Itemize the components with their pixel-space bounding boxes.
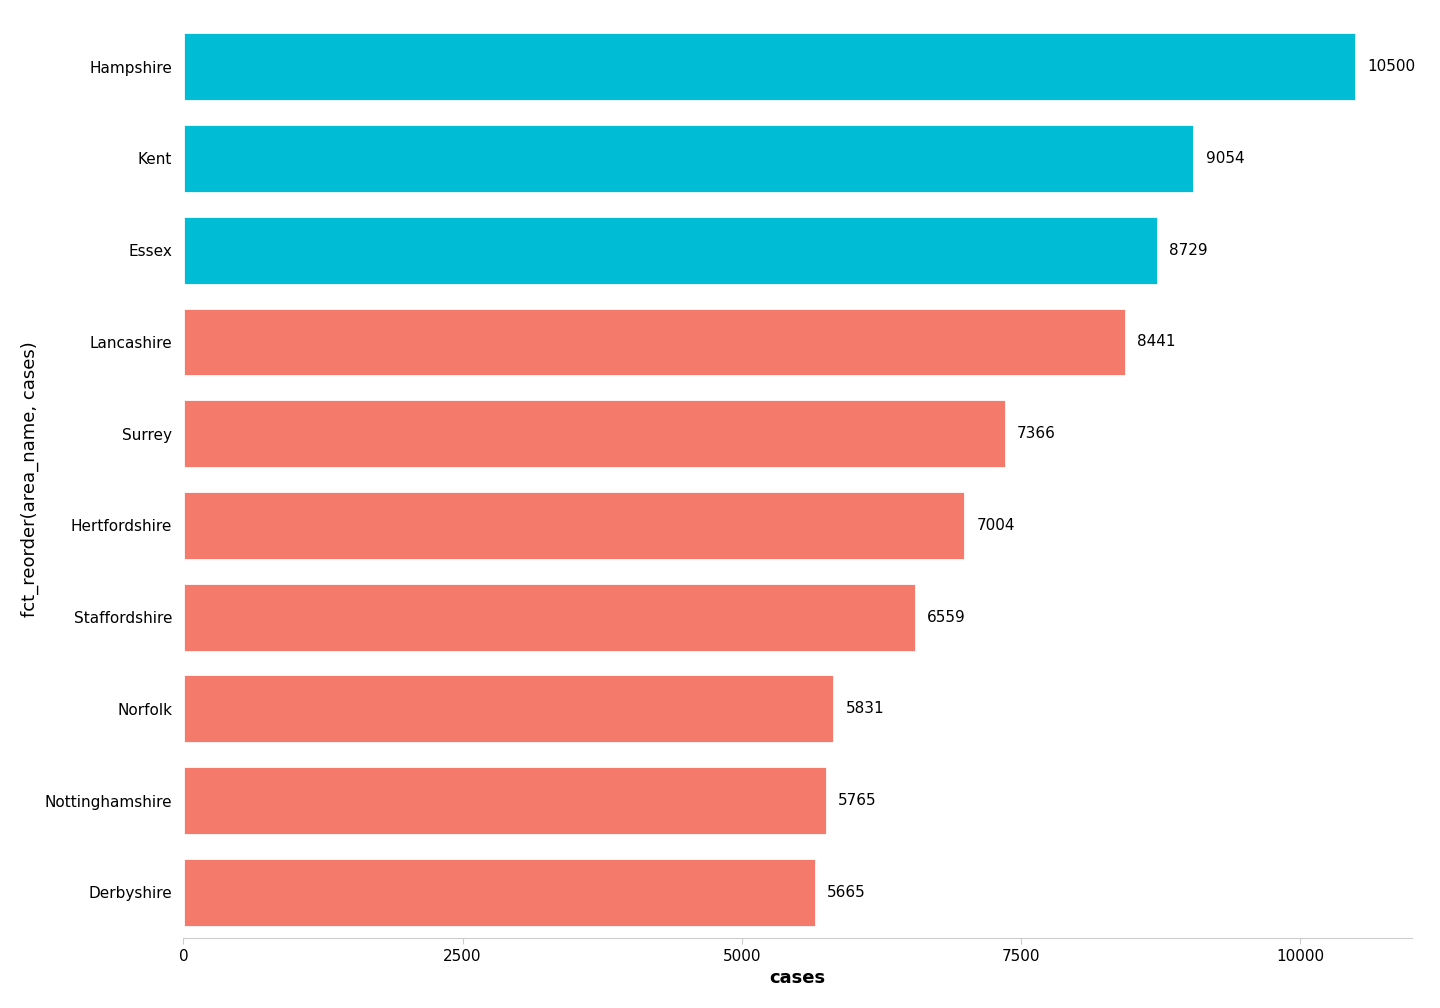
Bar: [183, 32, 1356, 101]
Text: 9054: 9054: [1205, 151, 1244, 166]
Bar: [183, 216, 1158, 284]
Text: 7004: 7004: [976, 518, 1015, 533]
Text: 5665: 5665: [827, 885, 865, 900]
Text: 6559: 6559: [927, 610, 966, 625]
Text: 8441: 8441: [1138, 335, 1175, 350]
Text: 8729: 8729: [1169, 243, 1208, 258]
Bar: [183, 858, 816, 926]
Text: 10500: 10500: [1367, 59, 1416, 75]
Bar: [183, 491, 965, 559]
Y-axis label: fct_reorder(area_name, cases): fct_reorder(area_name, cases): [20, 342, 39, 617]
Text: 7366: 7366: [1017, 426, 1056, 442]
X-axis label: cases: cases: [769, 969, 825, 987]
Bar: [183, 307, 1126, 376]
Bar: [183, 766, 827, 835]
Bar: [183, 583, 916, 651]
Bar: [183, 399, 1007, 468]
Text: 5765: 5765: [838, 793, 877, 808]
Text: 5831: 5831: [845, 702, 884, 717]
Bar: [183, 124, 1194, 193]
Bar: [183, 674, 834, 743]
